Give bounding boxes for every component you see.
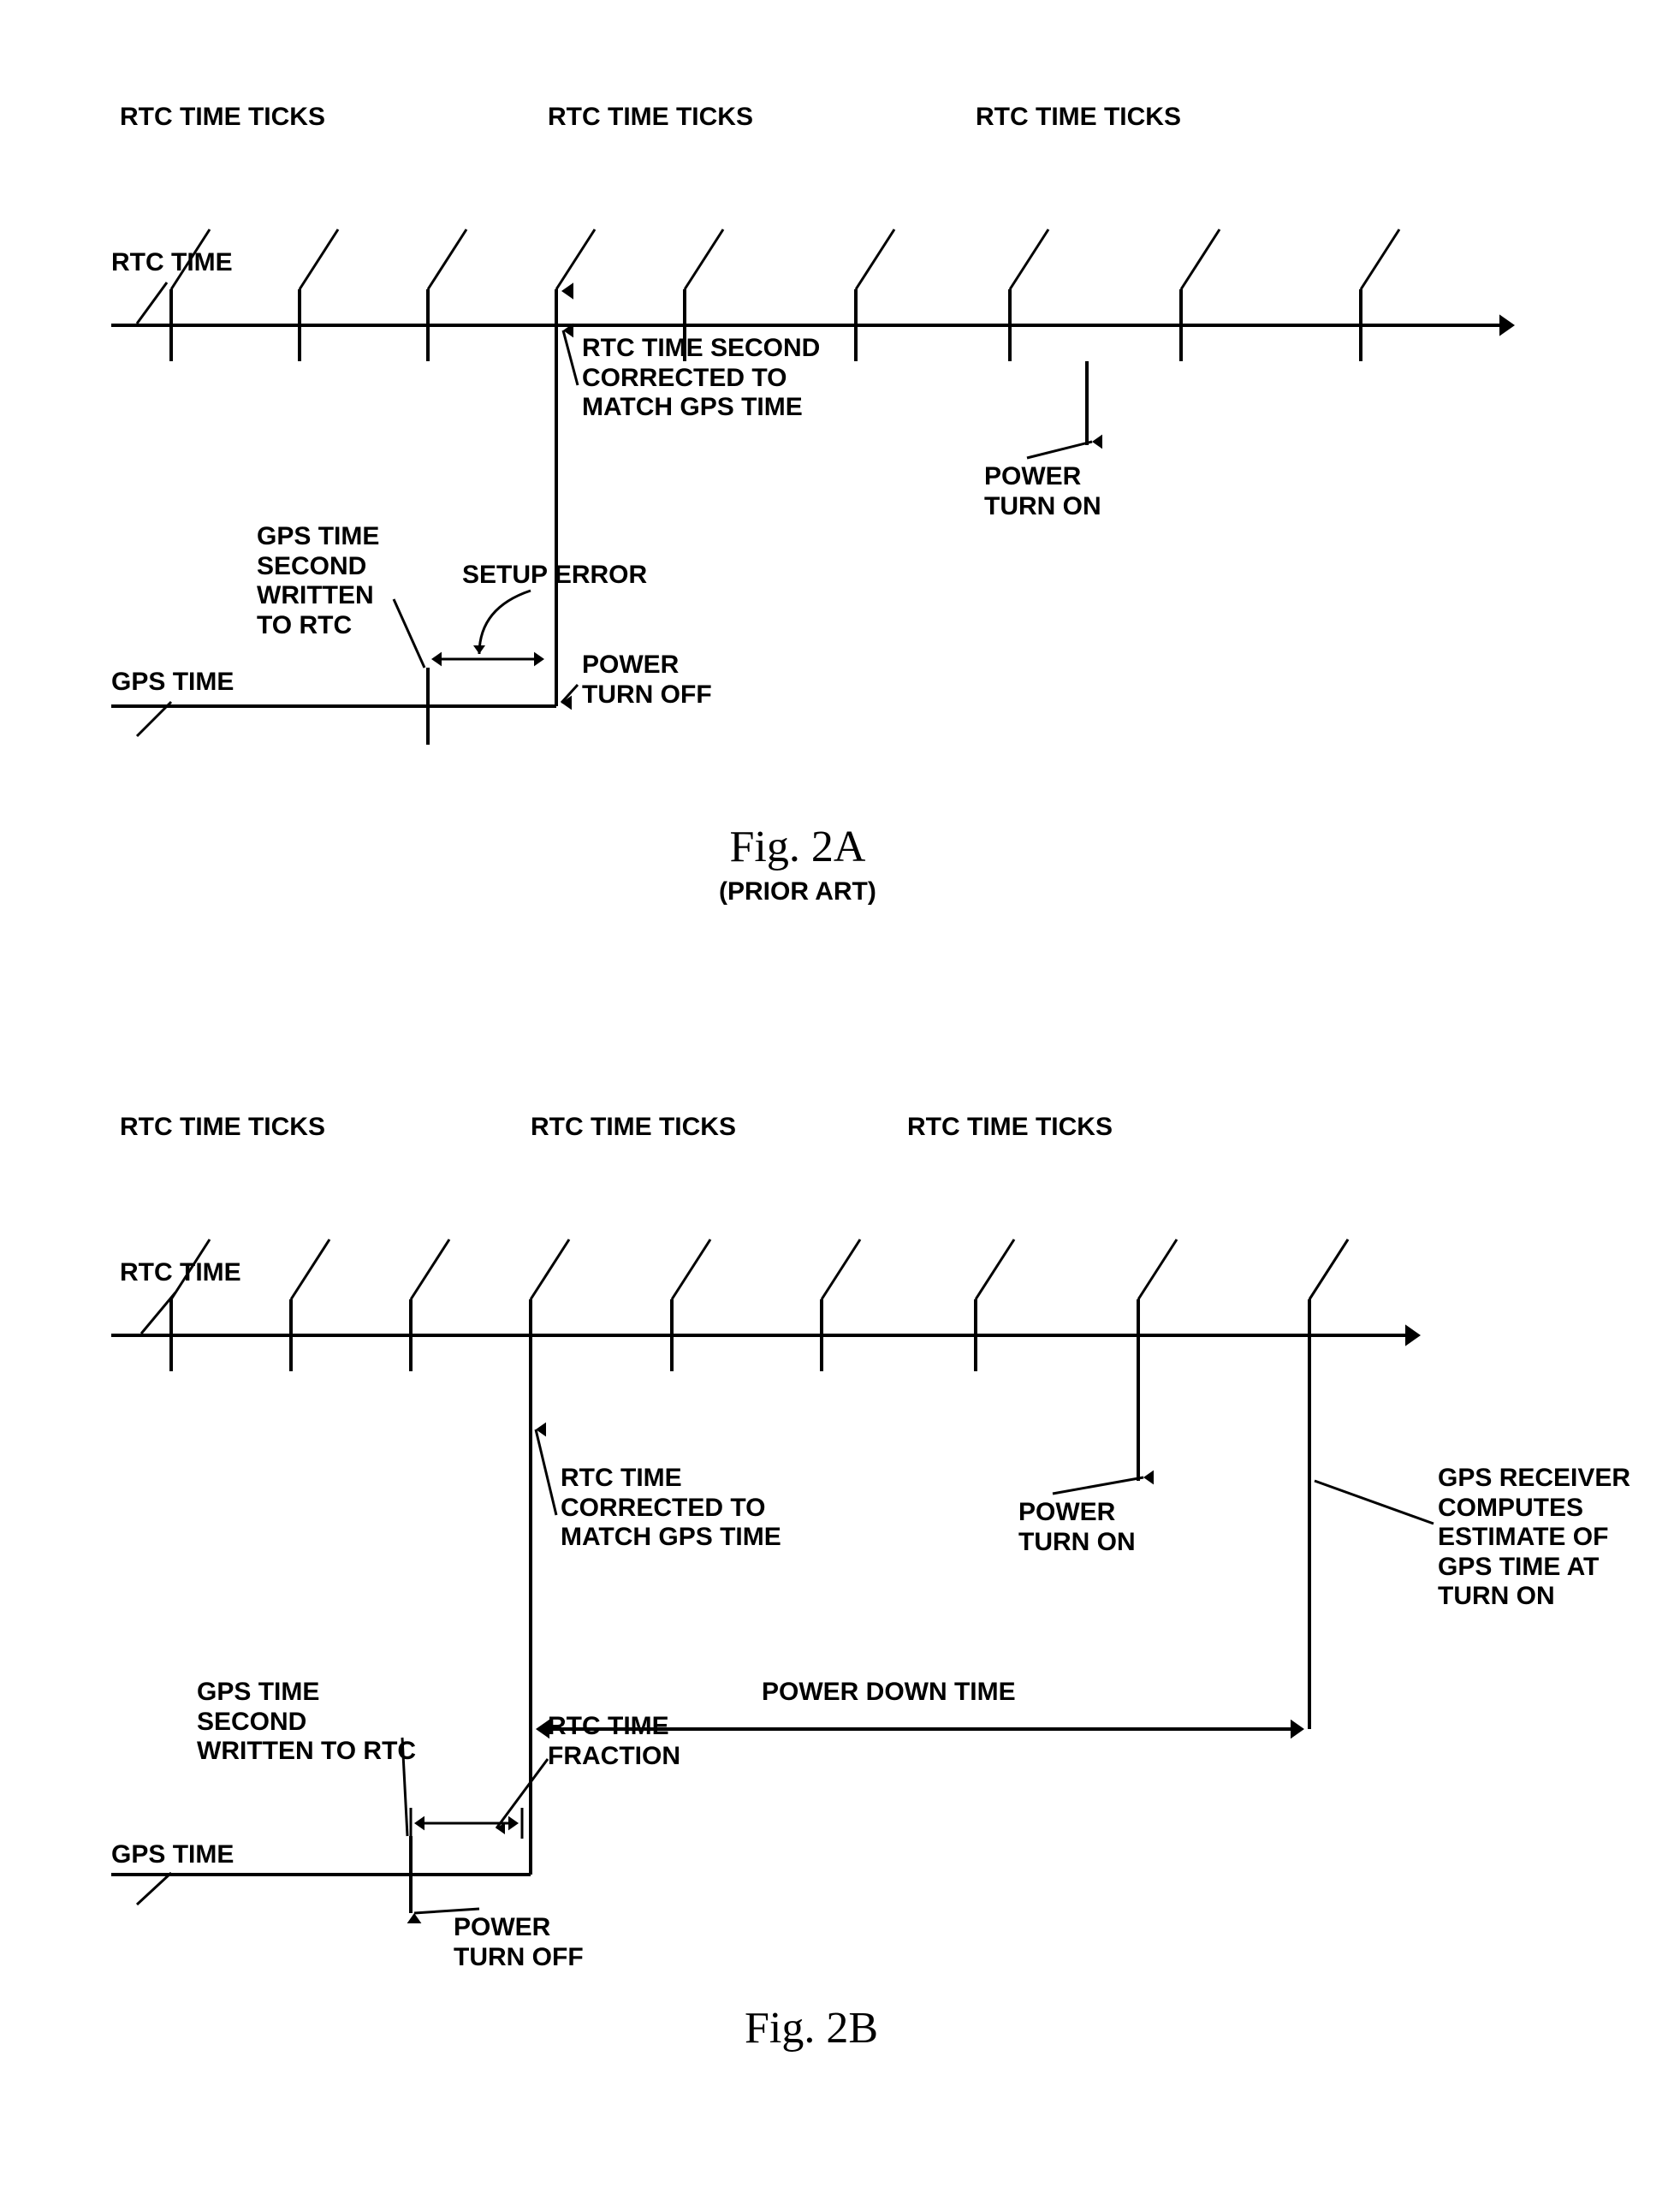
caption-fig-2a-text: Fig. 2A: [729, 823, 865, 871]
caption-fig-2b-text: Fig. 2B: [745, 2004, 878, 2053]
label-power-down-time-b: POWER DOWN TIME: [762, 1678, 1016, 1708]
caption-fig-2b: Fig. 2B: [745, 2003, 878, 2053]
label-rtc-time-b: RTC TIME: [120, 1258, 241, 1288]
label-rtc-ticks3-b: RTC TIME TICKS: [907, 1113, 1113, 1143]
label-gps-time-a: GPS TIME: [111, 668, 234, 698]
label-power-on-b: POWER TURN ON: [1018, 1498, 1136, 1557]
label-setup-error-a: SETUP ERROR: [462, 561, 647, 591]
label-rtc-ticks1-a: RTC TIME TICKS: [120, 103, 325, 133]
label-power-off-b: POWER TURN OFF: [454, 1913, 584, 1972]
caption-fig-2a-sub: (PRIOR ART): [719, 877, 876, 906]
label-rtc-corrected-b: RTC TIME CORRECTED TO MATCH GPS TIME: [561, 1464, 781, 1553]
label-rtc-ticks2-b: RTC TIME TICKS: [531, 1113, 736, 1143]
label-rtc-time-a: RTC TIME: [111, 248, 233, 278]
label-gps-compute-b: GPS RECEIVER COMPUTES ESTIMATE OF GPS TI…: [1438, 1464, 1630, 1612]
label-rtc-ticks1-b: RTC TIME TICKS: [120, 1113, 325, 1143]
label-rtc-ticks2-a: RTC TIME TICKS: [548, 103, 753, 133]
figure-2a: RTC TIME GPS TIME RTC TIME TICKS RTC TIM…: [0, 68, 1680, 967]
label-rtc-ticks3-a: RTC TIME TICKS: [976, 103, 1181, 133]
label-power-on-a: POWER TURN ON: [984, 462, 1101, 521]
label-gps-time-b: GPS TIME: [111, 1840, 234, 1870]
caption-fig-2a: Fig. 2A (PRIOR ART): [719, 822, 876, 906]
label-rtc-fraction-b: RTC TIME FRACTION: [548, 1712, 680, 1771]
label-gps-written-b: GPS TIME SECOND WRITTEN TO RTC: [197, 1678, 416, 1767]
label-gps-written-a: GPS TIME SECOND WRITTEN TO RTC: [257, 522, 379, 640]
figure-2b-svg: [0, 1079, 1680, 2106]
figure-2b: RTC TIME GPS TIME RTC TIME TICKS RTC TIM…: [0, 1079, 1680, 2106]
label-power-off-a: POWER TURN OFF: [582, 651, 712, 710]
label-rtc-corrected-a: RTC TIME SECOND CORRECTED TO MATCH GPS T…: [582, 334, 820, 423]
